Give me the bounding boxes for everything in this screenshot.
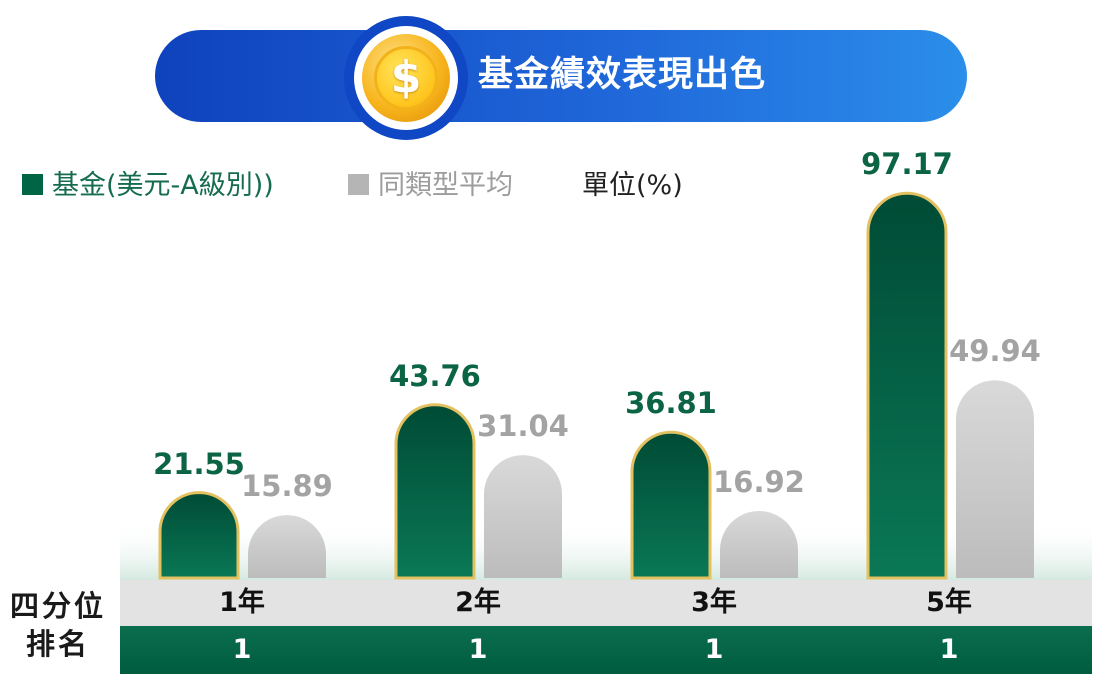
legend-fund: 基金(美元-A級別)) [22, 166, 274, 206]
unit-label: 單位(%) [582, 170, 683, 201]
fund-bar [394, 403, 476, 580]
rank-cell: 1 [232, 634, 252, 665]
legend-fund-label: 基金(美元-A級別)) [52, 170, 274, 201]
banner-title: 基金績效表現出色 [478, 55, 767, 95]
year-band [120, 580, 1092, 626]
legend-average-swatch [348, 174, 369, 195]
legend-average-label: 同類型平均 [378, 170, 513, 201]
row-label-quartile: 四分位 [9, 589, 106, 623]
title-banner [155, 30, 967, 122]
average-bar [956, 380, 1034, 578]
average-value-label: 16.92 [713, 464, 805, 499]
rank-cell: 1 [704, 634, 724, 665]
average-bar [484, 455, 562, 578]
legend-average: 同類型平均 [348, 166, 513, 206]
dollar-coin-icon: $ [344, 16, 468, 140]
fund-value-label: 21.55 [153, 446, 245, 481]
fund-value-label: 43.76 [389, 358, 481, 393]
average-value-label: 31.04 [477, 409, 569, 444]
year-cell: 1年 [219, 587, 265, 618]
year-cell: 3年 [691, 587, 737, 618]
average-value-label: 49.94 [949, 334, 1041, 369]
rank-cell: 1 [939, 634, 959, 665]
year-cell: 5年 [926, 587, 972, 618]
year-cell: 2年 [455, 587, 501, 618]
row-label-rank: 排名 [25, 627, 90, 661]
rank-band [120, 626, 1092, 674]
fund-bar [630, 430, 712, 580]
fund-value-label: 97.17 [861, 147, 953, 182]
fund-value-label: 36.81 [625, 386, 717, 421]
dollar-sign: $ [374, 46, 438, 110]
fund-bar [866, 191, 948, 580]
average-bar [720, 510, 798, 578]
fund-bar [158, 491, 240, 580]
legend-fund-swatch [22, 174, 43, 195]
average-value-label: 15.89 [241, 469, 333, 504]
average-bar [248, 515, 326, 578]
rank-cell: 1 [468, 634, 488, 665]
